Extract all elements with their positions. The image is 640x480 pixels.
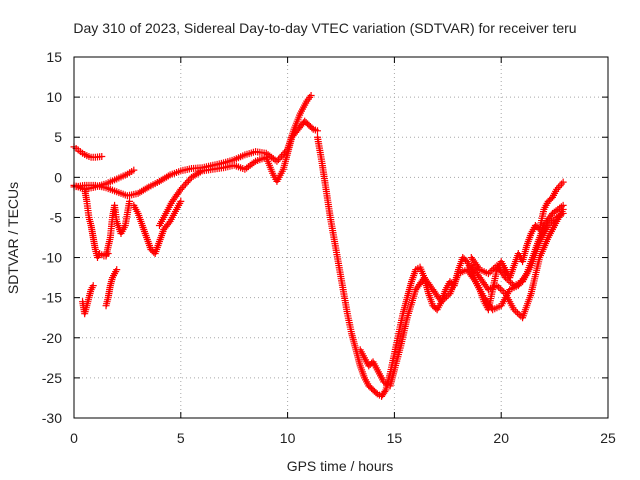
data-point bbox=[443, 293, 451, 301]
data-point bbox=[439, 296, 447, 304]
data-point bbox=[277, 152, 285, 160]
data-point bbox=[89, 282, 97, 290]
data-point bbox=[503, 275, 511, 283]
data-point bbox=[177, 197, 185, 205]
series-6 bbox=[79, 282, 97, 318]
data-point bbox=[495, 283, 503, 291]
x-tick-label: 5 bbox=[177, 430, 185, 446]
data-point bbox=[113, 266, 121, 274]
data-point bbox=[130, 166, 138, 174]
data-point bbox=[559, 205, 567, 213]
y-tick-label: -30 bbox=[42, 410, 62, 426]
data-point bbox=[273, 157, 281, 165]
x-tick-label: 15 bbox=[387, 430, 403, 446]
data-point bbox=[559, 178, 567, 186]
plot-frame bbox=[73, 56, 609, 419]
series-5 bbox=[102, 197, 134, 260]
data-point bbox=[507, 278, 515, 286]
y-axis-label: SDTVAR / TECUs bbox=[5, 182, 21, 294]
series-9 bbox=[155, 117, 322, 229]
data-point bbox=[126, 197, 134, 205]
y-tick-label: -20 bbox=[42, 330, 62, 346]
data-point bbox=[276, 154, 284, 162]
data-point bbox=[177, 185, 185, 193]
data-point bbox=[512, 307, 520, 315]
series-3 bbox=[70, 92, 315, 200]
y-tick-label: -5 bbox=[50, 209, 63, 225]
y-tick-label: 5 bbox=[54, 129, 62, 145]
y-tick-label: -10 bbox=[42, 250, 62, 266]
data-point bbox=[441, 294, 449, 302]
data-point bbox=[547, 211, 555, 219]
data-point bbox=[544, 221, 552, 229]
data-point bbox=[314, 127, 322, 135]
y-tick-label: 0 bbox=[54, 169, 62, 185]
data-point bbox=[165, 219, 173, 227]
data-point bbox=[180, 182, 188, 190]
y-tick-label: -25 bbox=[42, 370, 62, 386]
y-tick-label: 15 bbox=[46, 49, 62, 65]
data-point bbox=[184, 177, 192, 185]
data-point bbox=[500, 288, 508, 296]
data-point bbox=[381, 388, 389, 396]
data-point bbox=[307, 92, 315, 100]
x-tick-label: 0 bbox=[70, 430, 78, 446]
data-point bbox=[515, 311, 523, 319]
chart-title: Day 310 of 2023, Sidereal Day-to-day VTE… bbox=[73, 20, 576, 36]
data-point bbox=[488, 266, 496, 274]
series-1 bbox=[70, 143, 106, 161]
data-point bbox=[493, 282, 501, 290]
data-point bbox=[178, 184, 186, 192]
data-point bbox=[513, 309, 521, 317]
data-point bbox=[490, 265, 498, 273]
data-point bbox=[274, 156, 282, 164]
data-point bbox=[308, 124, 316, 132]
y-tick-label: 10 bbox=[46, 89, 62, 105]
x-tick-label: 20 bbox=[493, 430, 509, 446]
data-point bbox=[496, 285, 504, 293]
x-tick-label: 25 bbox=[600, 430, 616, 446]
x-tick-label: 10 bbox=[280, 430, 296, 446]
data-point bbox=[505, 277, 513, 285]
data-point bbox=[470, 276, 478, 284]
x-axis-label: GPS time / hours bbox=[287, 458, 394, 474]
data-point bbox=[183, 178, 191, 186]
series-7 bbox=[102, 266, 121, 310]
data-point bbox=[508, 280, 516, 288]
data-point bbox=[548, 218, 556, 226]
data-point bbox=[98, 152, 106, 160]
data-point bbox=[437, 298, 445, 306]
data-point bbox=[372, 389, 380, 397]
series-13 bbox=[467, 205, 567, 322]
y-tick-label: -15 bbox=[42, 290, 62, 306]
series-8 bbox=[130, 197, 185, 258]
data-point bbox=[501, 274, 509, 282]
data-point bbox=[444, 291, 452, 299]
data-point bbox=[486, 268, 494, 276]
data-point bbox=[498, 286, 506, 294]
data-point bbox=[279, 150, 287, 158]
data-marks bbox=[70, 92, 567, 400]
data-point bbox=[484, 270, 492, 278]
data-point bbox=[510, 306, 518, 314]
data-point bbox=[181, 180, 189, 188]
